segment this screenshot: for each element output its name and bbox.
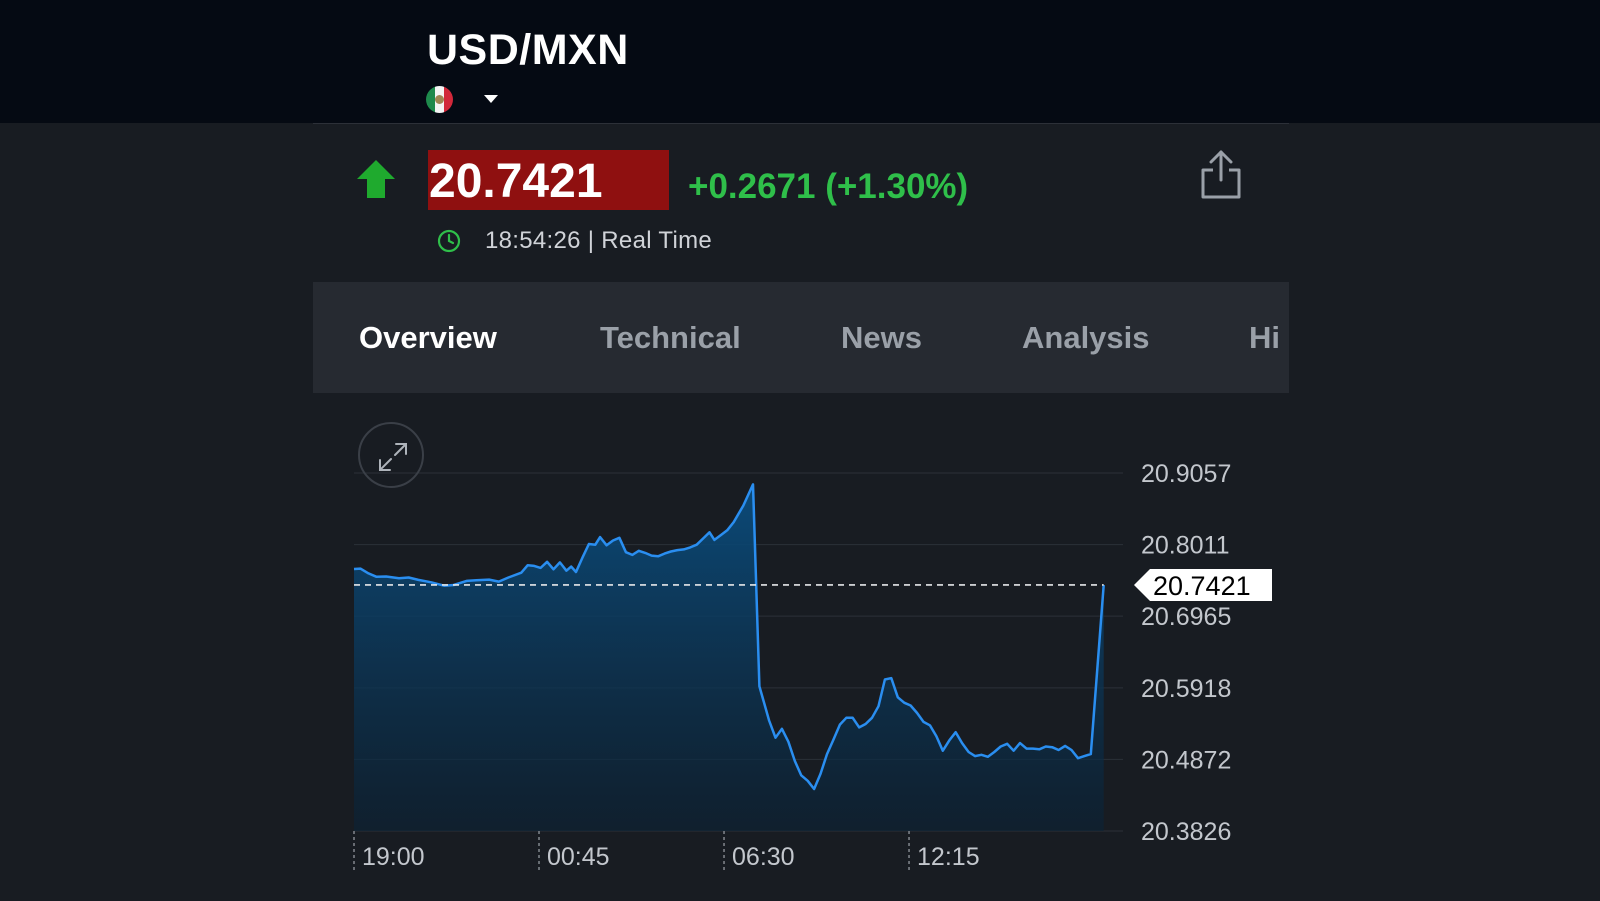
x-tick-label: 06:30 <box>732 843 795 871</box>
mexico-flag-icon[interactable] <box>426 86 453 113</box>
share-icon[interactable] <box>1199 150 1243 200</box>
y-tick-label: 20.4872 <box>1141 746 1231 774</box>
header-divider <box>313 123 1289 124</box>
y-tick-label: 20.3826 <box>1141 818 1231 846</box>
last-price-value: 20.7421 <box>429 155 603 208</box>
expand-icon <box>379 443 407 471</box>
tab-historical[interactable]: Hi <box>1249 320 1280 355</box>
current-price-tag <box>1134 568 1272 601</box>
x-tick-label: 12:15 <box>917 843 980 871</box>
quote-time: 18:54:26 | Real Time <box>485 227 713 254</box>
instrument-symbol: USD/MXN <box>427 26 629 74</box>
tab-technical[interactable]: Technical <box>600 320 741 355</box>
tab-bar: Overview Technical News Analysis Hi <box>313 282 1289 393</box>
tab-analysis[interactable]: Analysis <box>1022 320 1150 355</box>
expand-button[interactable] <box>358 422 424 488</box>
up-arrow-icon <box>357 160 395 198</box>
price-change: +0.2671 (+1.30%) <box>688 167 969 206</box>
active-tab-pointer <box>420 384 440 393</box>
tab-overview[interactable]: Overview <box>359 320 497 355</box>
x-tick-label: 19:00 <box>362 843 425 871</box>
top-bar: USD/MXN <box>0 0 1600 123</box>
x-tick-label: 00:45 <box>547 843 610 871</box>
caret-down-icon[interactable] <box>484 95 498 103</box>
clock-icon <box>437 229 461 253</box>
y-tick-label: 20.9057 <box>1141 460 1231 488</box>
y-tick-label: 20.5918 <box>1141 675 1231 703</box>
y-tick-label: 20.6965 <box>1141 603 1231 631</box>
tab-news[interactable]: News <box>841 320 922 355</box>
chart-area-fill <box>354 484 1104 831</box>
last-price: 20.7421 <box>428 150 669 210</box>
y-tick-label: 20.8011 <box>1141 532 1230 560</box>
current-price-label: 20.7421 <box>1153 571 1251 601</box>
price-line <box>353 483 1105 791</box>
